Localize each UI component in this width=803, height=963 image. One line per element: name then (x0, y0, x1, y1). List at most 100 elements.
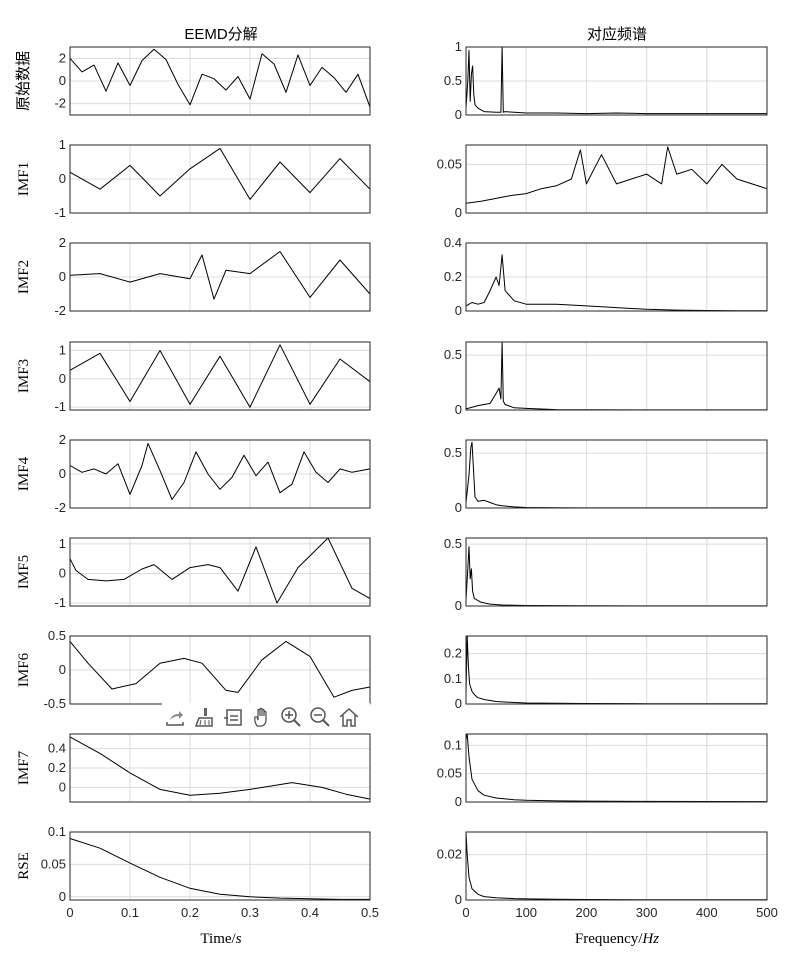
time-0-trace (69, 48, 371, 108)
time-0-axes-frame (69, 46, 371, 116)
time-8-ytick-label-1: 0.05 (41, 856, 66, 871)
time-4-ytick-label-0: 2 (59, 432, 66, 447)
zoom-out-button[interactable] (307, 704, 333, 730)
freq-8-xtick-label-2: 200 (576, 905, 598, 920)
freq-4-ytick-label-1: 0 (455, 500, 462, 515)
home-button[interactable] (336, 704, 362, 730)
time-2-ytick-label-2: -2 (54, 303, 66, 318)
time-8-xtick-label-2: 0.2 (181, 905, 199, 920)
time-3-ylabel: IMF3 (16, 359, 32, 393)
time-8-ylabel: RSE (16, 852, 32, 880)
time-2-trace (69, 251, 371, 300)
time-4-axes-frame (69, 439, 371, 509)
time-2-ylabel: IMF2 (16, 260, 32, 294)
brush-button[interactable] (191, 704, 217, 730)
time-8-ytick-label-2: 0 (59, 889, 66, 904)
time-8-trace (69, 838, 370, 900)
freq-1-axes-frame (465, 144, 768, 214)
time-6-ytick-label-1: 0 (59, 662, 66, 677)
export-icon (166, 711, 184, 726)
datatip-icon (224, 709, 242, 726)
brush-icon (194, 708, 213, 727)
freq-1-ytick-label-1: 0 (455, 205, 462, 220)
time-5-ytick-label-0: 1 (59, 536, 66, 551)
export-button[interactable] (162, 704, 188, 730)
axes-toolbar (162, 703, 370, 731)
freq-2-ytick-label-2: 0 (455, 303, 462, 318)
left-title: EEMD分解 (184, 26, 257, 43)
time-0-ytick-label-0: 2 (59, 50, 66, 65)
time-3-trace (69, 344, 371, 408)
freq-7-ytick-label-0: 0.1 (444, 737, 462, 752)
freq-1-trace (465, 146, 768, 204)
freq-3-trace (465, 341, 767, 411)
freq-8-xtick-label-0: 0 (462, 905, 469, 920)
time-3-axes-frame (69, 341, 371, 411)
time-axis-label-unit: s (236, 931, 242, 947)
freq-5-ytick-label-1: 0 (455, 598, 462, 613)
freq-4-axes-frame (465, 439, 768, 509)
freq-6-ytick-label-0: 0.2 (444, 646, 462, 661)
pan-icon (254, 707, 267, 727)
freq-4-ytick-label-0: 0.5 (444, 445, 462, 460)
time-3-ytick-label-0: 1 (59, 343, 66, 358)
zoom-in-button[interactable] (278, 704, 304, 730)
subplot-grid: 2 0 -2 原始数据 1 0 -1 IMF1 2 0 -2 IMF2 1 0 -1 IMF3 2 0 -2 IMF4… (15, 39, 778, 920)
time-2-ytick-label-0: 2 (59, 235, 66, 250)
time-8-xtick-label-3: 0.3 (241, 905, 259, 920)
time-5-ytick-label-2: -1 (54, 595, 66, 610)
datatip-button[interactable] (220, 704, 246, 730)
time-7-ytick-label-0: 0.4 (48, 741, 66, 756)
freq-5-axes-frame (465, 537, 768, 607)
time-5-ylabel: IMF5 (16, 555, 32, 589)
freq-8-ytick-label-0: 0.02 (437, 847, 462, 862)
frequency-axis-label-text: Frequency/ (575, 931, 643, 947)
freq-6-ytick-label-2: 0 (455, 696, 462, 711)
freq-8-xtick-label-4: 400 (696, 905, 718, 920)
freq-2-ytick-label-0: 0.4 (444, 235, 462, 250)
time-7-axes-frame (69, 733, 371, 803)
freq-7-ytick-label-1: 0.05 (437, 766, 462, 781)
freq-4-trace (465, 441, 767, 509)
time-6-ytick-label-0: 0.5 (48, 628, 66, 643)
time-1-axes-frame (69, 144, 371, 214)
time-4-trace (69, 442, 371, 500)
freq-3-ytick-label-0: 0.5 (444, 347, 462, 362)
freq-5-trace (465, 546, 767, 607)
time-axis-label: Time/s (200, 931, 241, 947)
freq-6-trace (465, 635, 767, 705)
frequency-axis-label: Frequency/Hz (575, 931, 659, 947)
freq-8-xtick-label-5: 500 (756, 905, 778, 920)
time-8-xtick-label-0: 0 (66, 905, 73, 920)
freq-0-ytick-label-1: 0.5 (444, 73, 462, 88)
time-8-xtick-label-5: 0.5 (361, 905, 379, 920)
zoom-out-icon (310, 707, 330, 727)
time-1-ylabel: IMF1 (16, 162, 32, 196)
frequency-axis-label-unit: Hz (641, 931, 659, 947)
time-4-ytick-label-2: -2 (54, 500, 66, 515)
pan-button[interactable] (249, 704, 275, 730)
time-6-ylabel: IMF6 (16, 652, 32, 687)
time-1-ytick-label-1: 0 (59, 171, 66, 186)
freq-8-trace (465, 831, 767, 901)
time-1-ytick-label-2: -1 (54, 205, 66, 220)
freq-6-axes-frame (465, 635, 768, 705)
time-8-ytick-label-0: 0.1 (48, 824, 66, 839)
time-8-axes-frame (69, 831, 371, 901)
freq-3-axes-frame (465, 341, 768, 411)
time-7-ytick-label-1: 0.2 (48, 760, 66, 775)
time-0-ytick-label-2: -2 (54, 96, 66, 111)
time-7-ytick-label-2: 0 (59, 779, 66, 794)
time-7-trace (69, 736, 371, 800)
time-7-ylabel: IMF7 (16, 750, 32, 785)
freq-2-trace (465, 254, 767, 312)
time-5-ytick-label-1: 0 (59, 565, 66, 580)
freq-1-ytick-label-0: 0.05 (437, 156, 462, 171)
right-title: 对应频谱 (587, 25, 647, 43)
freq-8-ytick-label-1: 0 (455, 892, 462, 907)
freq-8-xtick-label-3: 300 (636, 905, 658, 920)
freq-6-ytick-label-1: 0.1 (444, 671, 462, 686)
freq-2-axes-frame (465, 242, 768, 312)
time-5-axes-frame (69, 537, 371, 607)
